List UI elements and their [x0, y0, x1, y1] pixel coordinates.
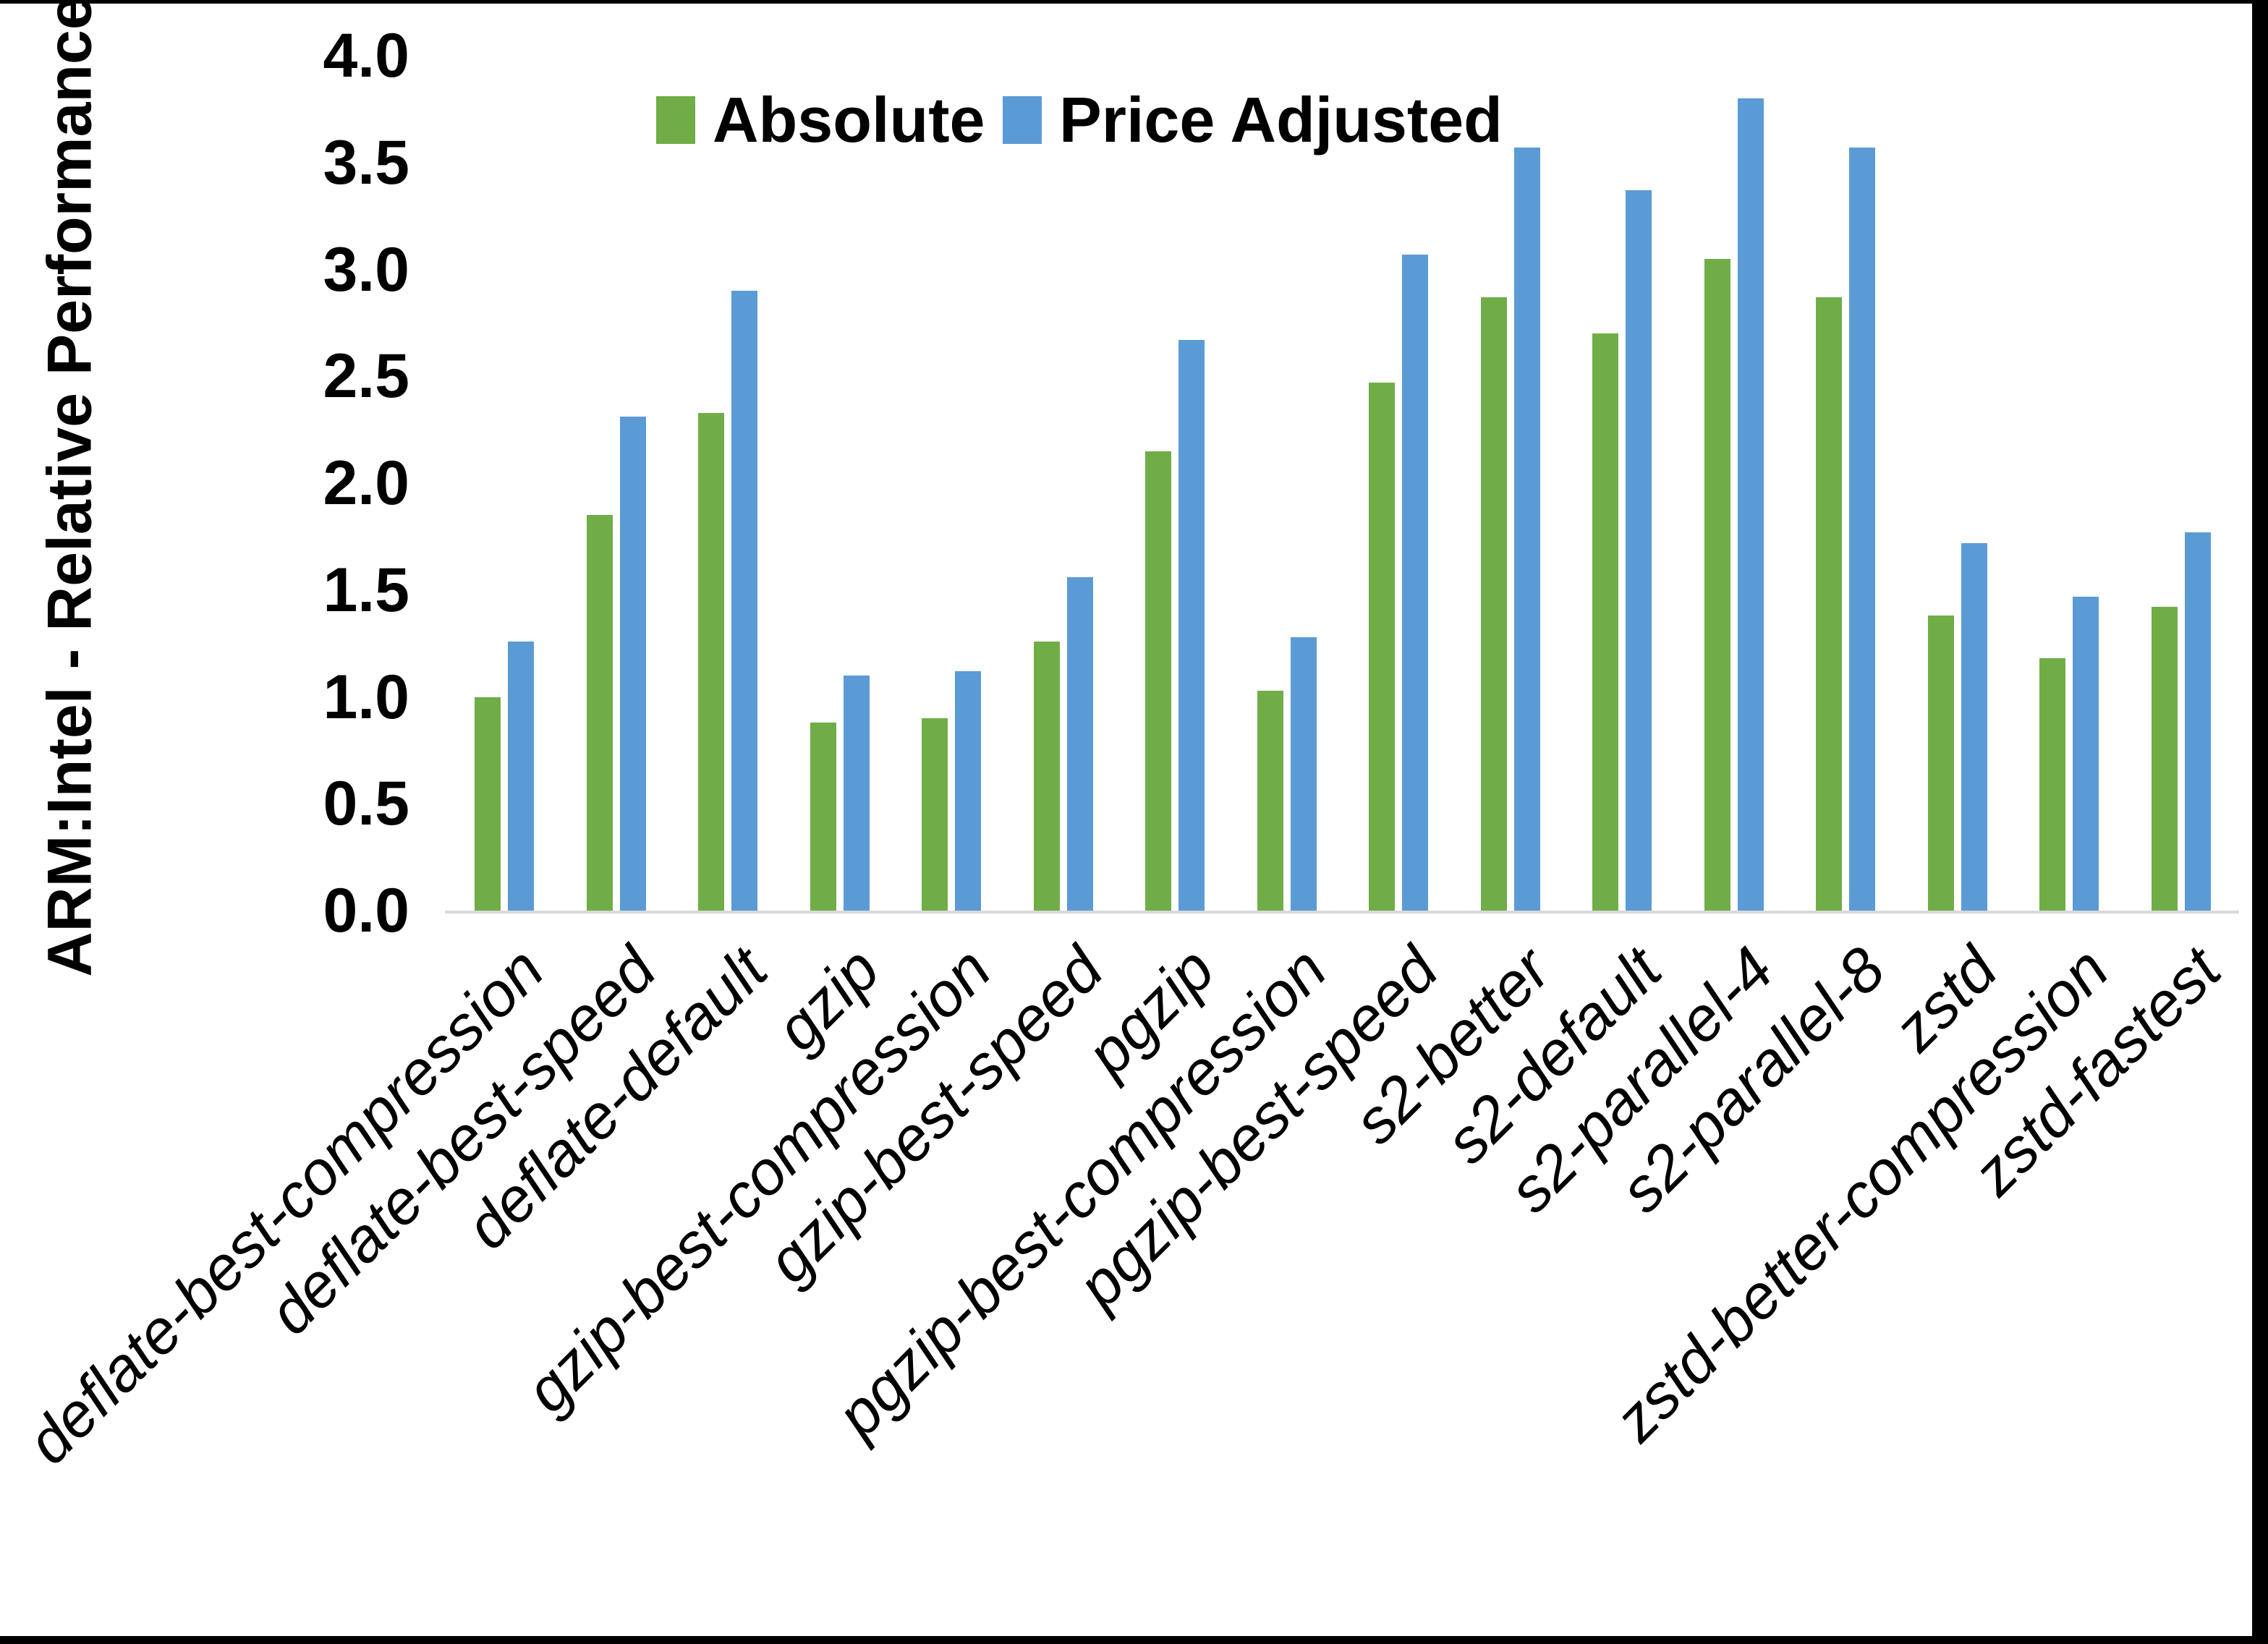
bar-price-adjusted	[2073, 596, 2099, 911]
bar-absolute	[2039, 658, 2066, 911]
x-axis-line	[445, 911, 2239, 913]
legend-swatch-absolute	[656, 96, 695, 144]
bar-absolute	[1704, 258, 1730, 911]
y-tick-label: 0.5	[323, 769, 409, 839]
y-tick-label: 1.5	[323, 555, 409, 625]
bar-price-adjusted	[1066, 577, 1093, 911]
bar-price-adjusted	[1849, 148, 1876, 911]
bar-absolute	[698, 412, 725, 911]
bar-absolute	[1257, 690, 1283, 911]
bar-price-adjusted	[955, 671, 982, 911]
bar-price-adjusted	[1290, 636, 1317, 911]
bar-absolute	[1369, 383, 1396, 911]
bar-price-adjusted	[1402, 254, 1429, 911]
bar-price-adjusted	[1737, 98, 1764, 911]
y-tick-label: 2.5	[323, 341, 409, 412]
legend-label-price-adjusted: Price Adjusted	[1059, 84, 1503, 156]
legend-swatch-price-adjusted	[1003, 96, 1042, 144]
bar-absolute	[1592, 333, 1619, 911]
bar-absolute	[586, 515, 613, 911]
bar-price-adjusted	[1513, 148, 1540, 911]
bar-price-adjusted	[508, 641, 535, 911]
border-bottom	[0, 1636, 2268, 1644]
bar-absolute	[2151, 607, 2178, 911]
bar-price-adjusted	[731, 291, 758, 911]
bar-price-adjusted	[1961, 542, 1987, 911]
bar-price-adjusted	[1178, 340, 1205, 911]
bar-price-adjusted	[843, 675, 870, 911]
bar-absolute	[1033, 641, 1060, 911]
y-tick-label: 4.0	[323, 21, 409, 90]
bar-absolute	[1480, 297, 1507, 911]
border-top	[0, 0, 2268, 4]
plot-area	[449, 56, 2237, 911]
bar-absolute	[922, 718, 948, 911]
y-tick-label: 0.0	[323, 876, 409, 945]
bar-price-adjusted	[619, 417, 646, 911]
bar-absolute	[1145, 451, 1172, 911]
y-tick-label: 1.0	[323, 662, 409, 732]
bar-price-adjusted	[1626, 190, 1652, 911]
bar-price-adjusted	[2184, 532, 2211, 911]
bar-absolute	[475, 697, 501, 911]
y-tick-label: 3.0	[323, 234, 409, 304]
bar-absolute	[1816, 297, 1843, 911]
bar-absolute	[810, 722, 836, 911]
legend-label-absolute: Absolute	[713, 84, 985, 156]
y-tick-label: 3.5	[323, 127, 409, 197]
y-tick-label: 2.0	[323, 448, 409, 518]
bar-absolute	[1927, 616, 1954, 911]
border-right	[2252, 0, 2268, 1644]
